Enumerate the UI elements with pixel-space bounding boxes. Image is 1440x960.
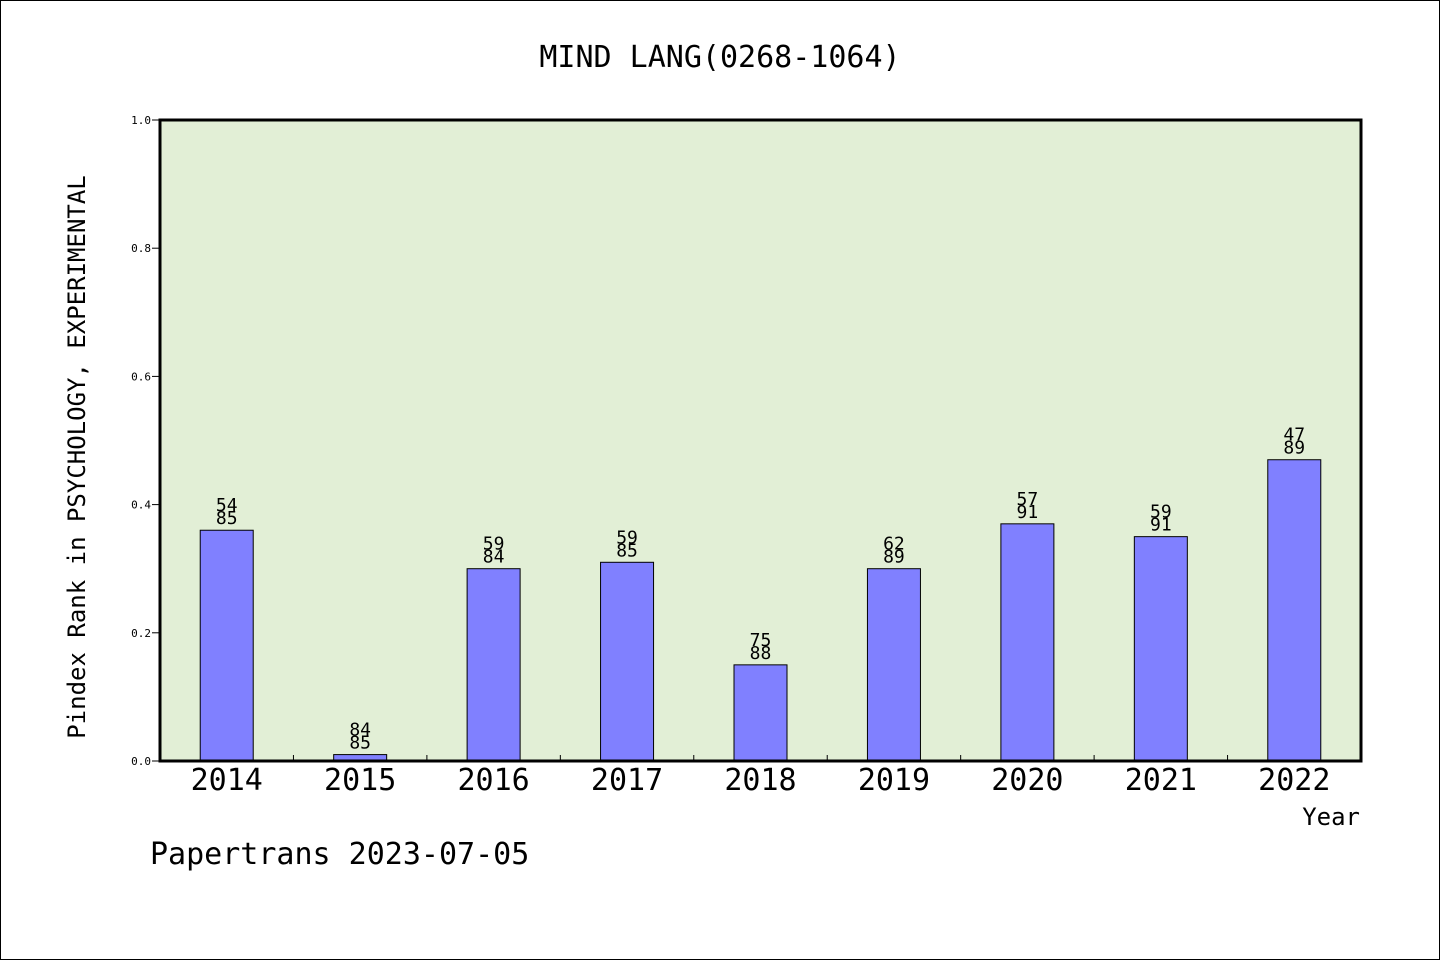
bar-total-label: 91 [1150,515,1172,536]
x-tick-label: 2018 [724,763,796,798]
bar-total-label: 89 [883,547,905,568]
bar-total-label: 84 [483,547,505,568]
y-tick-label: 0.8 [131,242,151,255]
bar-2016 [466,568,521,762]
bar-rank-label: 57 [1017,489,1039,510]
y-axis-label: Pindex Rank in PSYCHOLOGY, EXPERIMENTAL [63,175,91,739]
x-tick-label: 2016 [457,763,529,798]
y-tick-label: 0.0 [131,755,151,768]
bar-total-label: 85 [616,540,638,561]
footer-text: Papertrans 2023-07-05 [150,837,529,872]
bar-2021 [1133,536,1188,762]
bar-rank-label: 59 [1150,502,1172,523]
bar-rank-label: 54 [216,495,238,516]
y-tick-label: 0.2 [131,627,151,640]
x-tick-label: 2021 [1125,763,1197,798]
bar-total-label: 88 [750,643,772,664]
bar-2020 [1000,523,1055,762]
y-tick-label: 1.0 [131,114,151,127]
bar-rank-label: 84 [349,720,371,741]
bar-2022 [1267,459,1322,762]
bar-2017 [600,561,655,762]
bar-rank-label: 75 [750,630,772,651]
x-tick-label: 2022 [1258,763,1330,798]
bar-2014 [199,529,254,762]
chart-title: MIND LANG(0268-1064) [539,40,900,75]
bar-total-label: 91 [1017,502,1039,523]
bar-total-label: 85 [349,733,371,754]
bar-rank-label: 47 [1283,425,1305,446]
bar-2018 [733,664,788,762]
x-axis-label: Year [1302,803,1360,831]
bar-2019 [866,568,921,762]
x-tick-label: 2014 [191,763,263,798]
y-tick-label: 0.6 [131,370,151,383]
y-tick-label: 0.4 [131,499,151,512]
bar-rank-label: 59 [616,527,638,548]
bar-total-label: 89 [1283,438,1305,459]
x-tick-label: 2015 [324,763,396,798]
bar-rank-label: 59 [483,534,505,555]
plot-border [158,118,1363,763]
x-tick-label: 2020 [991,763,1063,798]
bar-rank-label: 62 [883,534,905,555]
x-tick-label: 2019 [858,763,930,798]
x-tick-label: 2017 [591,763,663,798]
bar-total-label: 85 [216,508,238,529]
